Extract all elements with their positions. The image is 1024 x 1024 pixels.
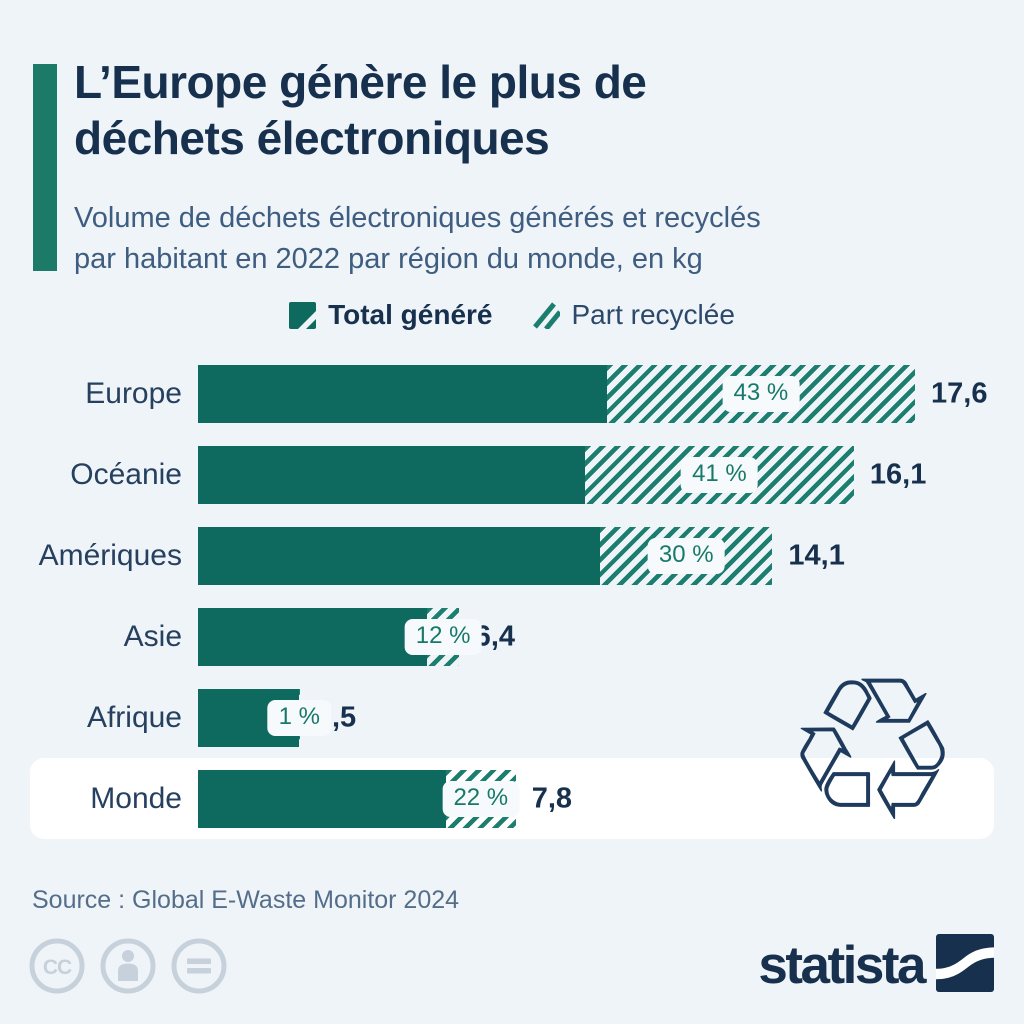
chart-row-oceanie: Océanie 41 % 16,1 [30, 434, 994, 515]
chart-legend: Total généré Part recyclée [0, 299, 1024, 331]
title-accent-bar [33, 64, 57, 271]
legend-recycled-label: Part recyclée [571, 299, 735, 330]
subtitle-line-1: Volume de déchets électroniques générés … [74, 202, 761, 234]
equal-icon [170, 937, 228, 995]
subtitle-line-2: par habitant en 2022 par région du monde… [74, 242, 703, 275]
page-subtitle: Volume de déchets électroniques générés … [74, 198, 761, 279]
recycled-hatch-swatch-icon [532, 301, 560, 329]
statista-logo: statista [758, 934, 994, 997]
category-label: Europe [85, 376, 182, 410]
chart-row-asie: Asie 12 % 6,4 [30, 596, 994, 677]
chart-rows: Europe 43 % 17,6 Océanie 41 % 16,1 Amériques 30… [30, 353, 994, 839]
source-line: Source : Global E-Waste Monitor 2024 [32, 886, 460, 914]
bar-track: 12 % 6,4 [198, 607, 915, 666]
recycled-percent-pill: 30 % [647, 537, 725, 574]
recycled-percent-pill: 41 % [681, 456, 758, 493]
bar-track: 41 % 16,1 [198, 445, 926, 504]
cc-icon: CC [28, 937, 86, 995]
category-label: Asie [123, 619, 182, 653]
bar-track: 22 % 7,8 [198, 769, 915, 828]
recycled-percent-pill: 22 % [442, 780, 520, 817]
bar-track: 30 % 14,1 [198, 526, 915, 585]
license-icons: CC [28, 937, 228, 995]
category-label: Amériques [38, 538, 182, 572]
bar-generated [198, 769, 446, 828]
bar-track: 1 % 2,5 [198, 688, 915, 747]
page-title: L’Europe génère le plus de déchets élect… [74, 54, 647, 166]
total-value-label: 7,8 [531, 782, 573, 814]
category-label: Monde [90, 781, 182, 815]
bar-generated [198, 526, 601, 585]
statista-mark-icon [936, 934, 994, 997]
recycled-percent-pill: 12 % [404, 618, 482, 655]
total-value-label: 14,1 [788, 539, 845, 571]
title-line-1: L’Europe génère le plus de [74, 56, 647, 108]
recycled-percent-pill: 43 % [722, 375, 800, 412]
title-line-2: déchets électroniques [74, 112, 550, 165]
recycled-percent-pill: 1 % [267, 699, 332, 736]
statista-wordmark: statista [758, 936, 926, 995]
chart-row-monde: Monde 22 % 7,8 [30, 758, 994, 839]
bar-generated [198, 607, 428, 666]
category-label: Afrique [86, 700, 182, 734]
chart-row-afrique: Afrique 1 % 2,5 [30, 677, 994, 758]
recycle-icon: ♲ [783, 635, 962, 866]
svg-text:CC: CC [43, 956, 72, 979]
chart-row-europe: Europe 43 % 17,6 [30, 353, 994, 434]
total-value-label: 16,1 [869, 458, 927, 490]
generated-swatch-icon [289, 301, 317, 329]
bar-generated [198, 364, 607, 423]
legend-item-recycled: Part recyclée [532, 299, 735, 331]
attribution-icon [99, 937, 157, 995]
bar-track: 43 % 17,6 [198, 364, 987, 423]
legend-generated-label: Total généré [328, 299, 493, 330]
total-value-label: 17,6 [931, 377, 988, 409]
category-label: Océanie [70, 457, 182, 491]
bar-generated [198, 445, 585, 504]
legend-item-generated: Total généré [289, 299, 493, 331]
total-value-label: 6,4 [474, 620, 516, 652]
chart-row-ameriques: Amériques 30 % 14,1 [30, 515, 994, 596]
